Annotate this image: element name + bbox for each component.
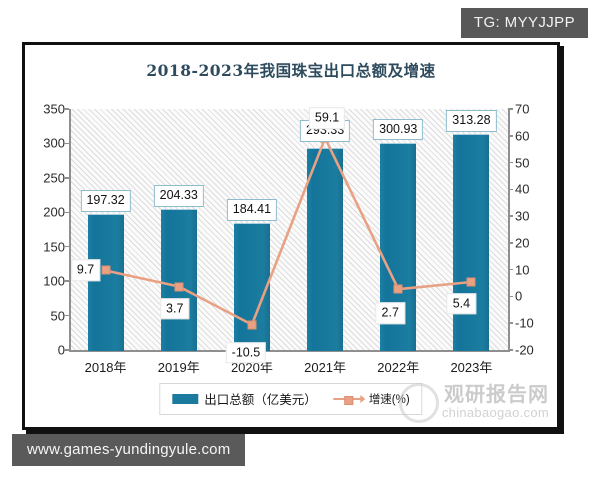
legend-line-swatch-icon — [332, 394, 365, 405]
y-axis-right-tick: -20 — [515, 342, 534, 358]
y-axis-left-tick-mark — [64, 211, 69, 214]
rate-value-label-2021年: 59.1 — [308, 107, 346, 129]
x-axis-label: 2023年 — [450, 360, 493, 375]
y-axis-right-tick-mark — [508, 349, 513, 351]
bar-value-label-2019年: 204.33 — [153, 185, 204, 207]
line-marker-2020年[interactable] — [247, 320, 257, 330]
y-axis-right-tick-mark — [508, 268, 513, 271]
watermark-cn: 观研报告网 — [444, 382, 549, 407]
legend-item-export-total[interactable]: 出口总额（亿美元） — [172, 389, 317, 408]
y-axis-left-tick-mark — [64, 245, 69, 248]
y-axis-right-tick-mark — [508, 108, 513, 110]
x-axis-line — [69, 350, 510, 352]
y-axis-left-tick-mark — [64, 177, 69, 179]
site-url-bar: www.games-yundingyule.com — [12, 434, 246, 466]
rate-value-label-2018年: 9.7 — [70, 259, 101, 282]
x-axis-label: 2018年 — [84, 360, 127, 375]
bar-value-label-2023年: 313.28 — [446, 110, 497, 132]
y-axis-left-tick: 200 — [43, 204, 65, 220]
line-marker-2022年[interactable] — [393, 284, 403, 294]
bar-value-label-2022年: 300.93 — [373, 118, 424, 141]
y-axis-right-tick-mark — [508, 188, 513, 191]
rate-value-label-2020年: -10.5 — [225, 341, 267, 364]
y-axis-left-tick-mark — [64, 142, 69, 145]
line-marker-2019年[interactable] — [174, 282, 184, 292]
y-axis-right-tick: 0 — [515, 288, 523, 304]
bar-2019年[interactable] — [160, 209, 197, 351]
legend-label-export-total: 出口总额（亿美元） — [204, 393, 317, 407]
y-axis-left-tick-mark — [64, 108, 69, 110]
y-axis-left-tick: 0 — [57, 342, 65, 358]
chart-panel: 2018-2023年我国珠宝出口总额及增速 0 50 100 150 200 250 300… — [22, 42, 560, 430]
chart-legend: 出口总额（亿美元） 增速(%) — [159, 383, 423, 415]
rate-value-label-2022年: 2.7 — [375, 302, 405, 324]
y-axis-right-tick-mark — [508, 215, 513, 217]
y-axis-right-tick: 60 — [515, 128, 530, 144]
watermark: 观研报告网 chinabaogao.com — [442, 384, 549, 421]
rate-value-label-2023年: 5.4 — [446, 293, 477, 315]
line-marker-2018年[interactable] — [101, 265, 111, 275]
y-axis-left-tick: 150 — [43, 239, 65, 255]
x-axis-label: 2020年 — [230, 360, 273, 375]
y-axis-right-tick: 40 — [515, 181, 530, 197]
plot-area — [69, 109, 508, 350]
y-axis-left-tick-mark — [64, 349, 69, 351]
y-axis-right-line — [508, 109, 510, 350]
y-axis-right-tick: 70 — [515, 101, 530, 117]
y-axis-left-tick-mark — [64, 314, 69, 317]
legend-label-growth-rate: 增速(%) — [368, 393, 410, 406]
bar-2023年[interactable] — [453, 134, 490, 351]
y-axis-right-tick: 20 — [515, 235, 530, 251]
y-axis-left-tick: 50 — [50, 308, 65, 324]
y-axis-right-tick-mark — [508, 135, 513, 137]
y-axis-right-tick: -10 — [515, 315, 534, 331]
legend-item-growth-rate[interactable]: 增速(%) — [332, 391, 410, 407]
y-axis-right-tick-mark — [508, 295, 513, 298]
bar-value-label-2018年: 197.32 — [80, 190, 131, 212]
y-axis-right-tick: 30 — [515, 208, 530, 224]
watermark-en: chinabaogao.com — [441, 405, 549, 421]
y-axis-left-tick: 300 — [43, 135, 65, 151]
y-axis-right-tick: 10 — [515, 262, 530, 278]
y-axis-left-line — [69, 109, 71, 350]
x-axis-label: 2019年 — [157, 360, 200, 375]
x-axis-label: 2021年 — [304, 360, 347, 375]
y-axis-left-tick: 350 — [43, 101, 65, 117]
y-axis-right-tick: 50 — [515, 155, 530, 171]
chart-inner: 2018-2023年我国珠宝出口总额及增速 0 50 100 150 200 250 300… — [25, 45, 557, 427]
y-axis-left-tick-mark — [64, 280, 69, 282]
x-axis-label: 2022年 — [377, 360, 420, 375]
y-axis-right-tick-mark — [508, 161, 513, 164]
bar-value-label-2020年: 184.41 — [226, 199, 278, 221]
tg-tag: TG: MYYJJPP — [460, 8, 588, 38]
y-axis-right-tick-mark — [508, 242, 513, 244]
rate-value-label-2019年: 3.7 — [160, 297, 190, 320]
y-axis-right-tick-mark — [508, 322, 513, 324]
chart-title: 2018-2023年我国珠宝出口总额及增速 — [146, 61, 436, 80]
legend-bar-swatch-icon — [172, 393, 199, 404]
bar-2020年[interactable] — [233, 223, 270, 351]
y-axis-left-tick: 100 — [43, 273, 65, 289]
bar-2021年[interactable] — [307, 148, 344, 351]
bar-2018年[interactable] — [87, 214, 124, 351]
line-marker-2023年[interactable] — [466, 277, 476, 287]
y-axis-left-tick: 250 — [43, 170, 65, 186]
